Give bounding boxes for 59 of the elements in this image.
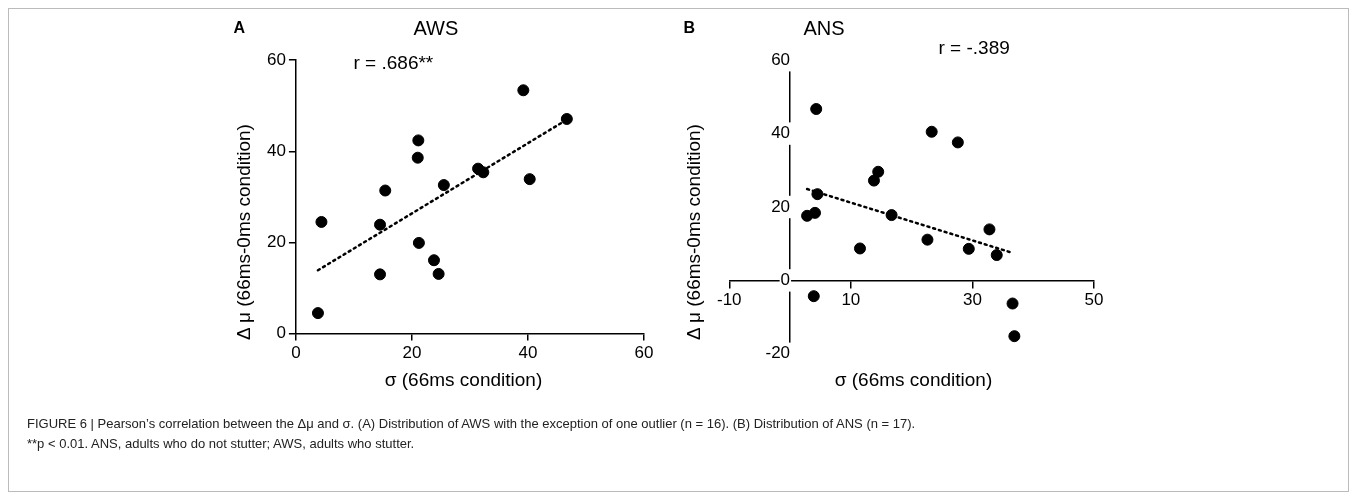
y-tick-label: 20 [266,232,286,252]
chart-title: AWS [413,17,459,40]
x-tick-label: 30 [962,290,982,310]
text: r = -.389 [938,37,1010,59]
point [962,242,975,255]
point [809,103,822,116]
point [920,233,933,246]
y-tick-label: 20 [770,196,790,216]
point [853,242,866,255]
point [560,112,573,125]
y-tick-label: 40 [266,141,286,161]
y-tick-label: 0 [780,270,790,290]
point [437,179,450,192]
point [867,174,880,187]
point [314,215,327,228]
x-tick-label: 0 [290,343,301,363]
point [311,307,324,320]
y-tick-label: 60 [266,49,286,69]
point [1006,297,1019,310]
point [411,151,424,164]
point [871,165,884,178]
point [373,268,386,281]
x-tick-label: 60 [634,343,653,363]
point [427,254,440,267]
point [982,223,995,236]
point [412,236,425,249]
x-tick-label: -10 [716,290,742,310]
x-axis-title: σ (66ms condition) [833,369,994,391]
point [925,125,938,138]
point [523,173,536,186]
caption: FIGURE 6 | Pearson’s correlation between the Δμ and σ. (A) Distribution of AWS with the exception of one outlier (n = 16). (B) Distribution of ANS (n = 17). [27,415,917,433]
point [1007,330,1020,343]
point [378,184,391,197]
point [432,267,445,280]
text: B [683,19,696,37]
y-tick-label: 40 [770,123,790,143]
point [411,134,424,147]
chart-title: ANS [803,17,845,40]
y-tick-label: 0 [275,323,286,343]
x-tick-label: 50 [1084,290,1103,310]
point [516,84,529,97]
y-tick-label: 60 [770,49,790,69]
annotation: r = .686** [353,52,434,74]
point [990,249,1003,262]
point [885,209,898,222]
text: A [233,19,246,37]
y-axis-title: Δ μ (66ms-0ms condition) [232,124,255,340]
x-tick-label: 40 [518,343,537,363]
point [951,136,964,149]
point [810,188,823,201]
x-axis-title: σ (66ms condition) [383,369,544,391]
y-tick-label: -20 [764,343,790,363]
x-tick-label: 10 [840,290,860,310]
x-tick-label: 20 [401,343,421,363]
point [808,206,821,219]
point [807,290,820,303]
point [373,218,386,231]
y-axis-title: Δ μ (66ms-0ms condition) [682,124,705,340]
text: **p < 0.01. ANS, adults who do not stutter; AWS, adults who stutter. [27,435,416,453]
